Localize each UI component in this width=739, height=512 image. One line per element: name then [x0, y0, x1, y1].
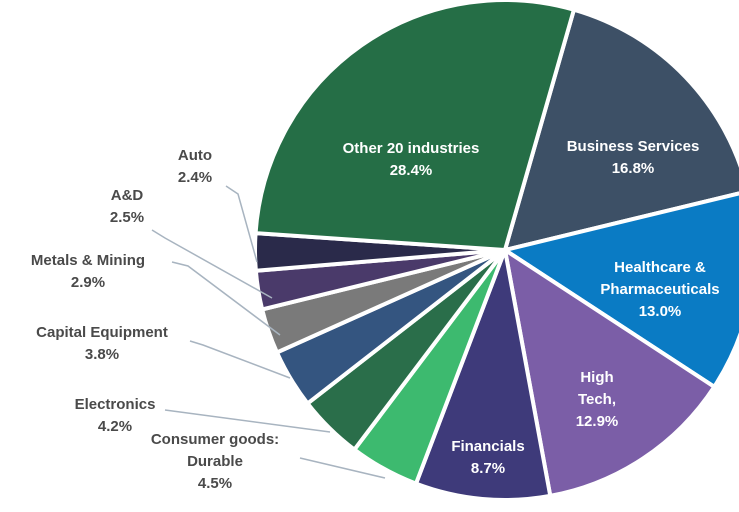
leader-line: [164, 409, 331, 433]
slice-value: 13.0%: [638, 303, 682, 320]
slice-value: 3.8%: [84, 346, 120, 363]
slice-label: Financials 8.7%: [438, 436, 538, 480]
slice-label: Auto 2.4%: [165, 145, 225, 189]
slice-value: 8.7%: [470, 460, 506, 477]
slice-label: Electronics 4.2%: [45, 394, 185, 438]
slice-name: Other 20 industries: [342, 140, 480, 157]
slice-label: High Tech, 12.9%: [567, 367, 627, 433]
pie-slice: [253, 0, 577, 253]
slice-value: 2.4%: [177, 169, 213, 186]
slice-label: Healthcare & Pharmaceuticals 13.0%: [580, 257, 739, 323]
leader-line: [299, 457, 386, 479]
slice-value: 16.8%: [611, 160, 655, 177]
slice-name: Electronics: [74, 396, 156, 413]
leader-line: [189, 340, 291, 379]
slice-value: 12.9%: [575, 413, 619, 430]
pie-slice: [502, 245, 718, 499]
slice-value: 4.5%: [197, 475, 233, 492]
slice-label: A&D 2.5%: [97, 185, 157, 229]
slice-name: Capital Equipment: [36, 324, 168, 341]
leader-line: [171, 261, 281, 336]
slice-value: 4.2%: [97, 418, 133, 435]
slice-label: Consumer goods: Durable 4.5%: [125, 429, 305, 495]
slice-name: A&D: [110, 187, 144, 204]
slice-label: Capital Equipment 3.8%: [2, 322, 202, 366]
slice-label: Metals & Mining 2.9%: [0, 250, 178, 294]
slice-name: Auto: [177, 147, 213, 164]
slice-value: 2.9%: [70, 274, 106, 291]
slice-name: Financials: [451, 438, 525, 455]
pie-slice: [502, 7, 739, 253]
slice-name: Metals & Mining: [30, 252, 146, 269]
slice-label: Other 20 industries 28.4%: [311, 138, 511, 182]
slice-name: Consumer goods: Durable: [150, 431, 280, 470]
slice-value: 2.5%: [109, 209, 145, 226]
slice-label: Business Services 16.8%: [543, 136, 723, 180]
leader-line: [225, 185, 258, 263]
pie-slice: [500, 191, 739, 390]
pie-slice: [413, 242, 553, 502]
leader-line: [151, 229, 273, 299]
slice-name: High Tech,: [577, 369, 617, 408]
slice-name: Business Services: [566, 138, 700, 155]
slice-value: 28.4%: [389, 162, 433, 179]
slice-name: Healthcare & Pharmaceuticals: [600, 259, 720, 298]
